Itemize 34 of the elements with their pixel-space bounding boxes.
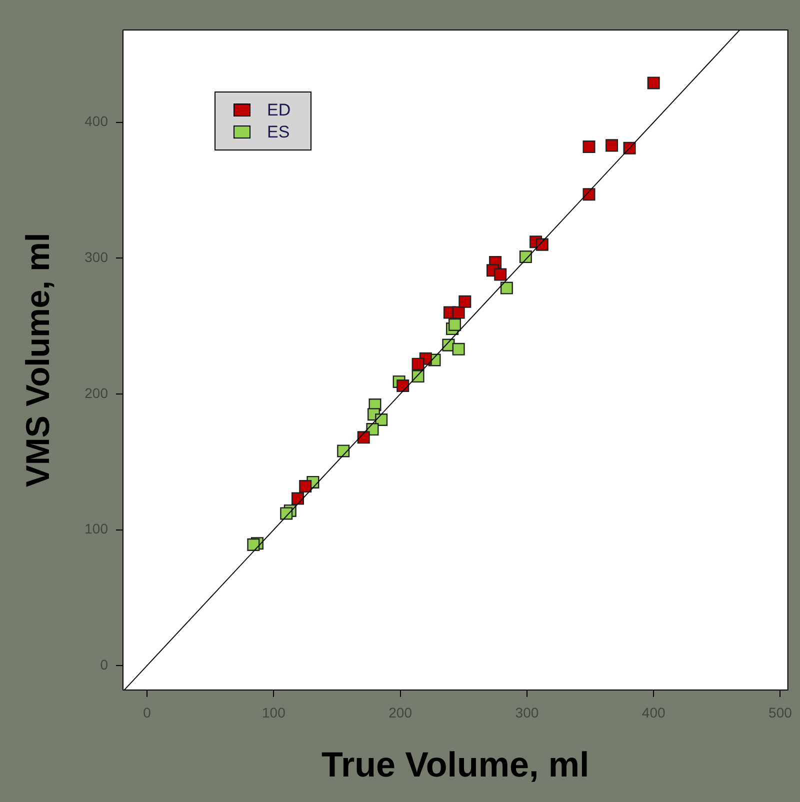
point	[500, 282, 513, 294]
y-axis-title: VMS Volume, ml	[18, 232, 56, 488]
point	[396, 380, 410, 392]
point	[452, 342, 465, 356]
point	[448, 318, 462, 331]
x-axis-title: True Volume, ml	[322, 746, 590, 785]
point	[536, 238, 548, 251]
x-tick-label: 0	[143, 704, 152, 720]
x-tick-label: 400	[642, 704, 666, 720]
point	[337, 444, 350, 458]
point	[247, 538, 260, 551]
y-tick-label: 0	[100, 656, 108, 672]
point	[647, 76, 660, 90]
y-tick-label: 200	[84, 384, 108, 401]
y-tick-label: 300	[84, 249, 108, 266]
point	[291, 492, 304, 505]
point	[519, 250, 532, 264]
x-tick-label: 300	[515, 704, 539, 720]
legend-label: ED	[267, 100, 291, 120]
point	[458, 295, 472, 308]
point	[606, 139, 618, 152]
point	[280, 507, 293, 520]
point	[299, 480, 312, 493]
y-tick-label: 400	[84, 113, 108, 130]
y-tick-label: 100	[84, 520, 108, 537]
point	[452, 306, 465, 319]
point	[357, 431, 370, 444]
point	[494, 268, 507, 281]
point	[412, 358, 424, 370]
x-tick-label: 200	[388, 704, 412, 720]
x-tick-label: 500	[768, 704, 792, 720]
legend-label: ES	[267, 122, 290, 142]
point	[582, 140, 596, 154]
x-tick-label: 100	[262, 704, 286, 720]
